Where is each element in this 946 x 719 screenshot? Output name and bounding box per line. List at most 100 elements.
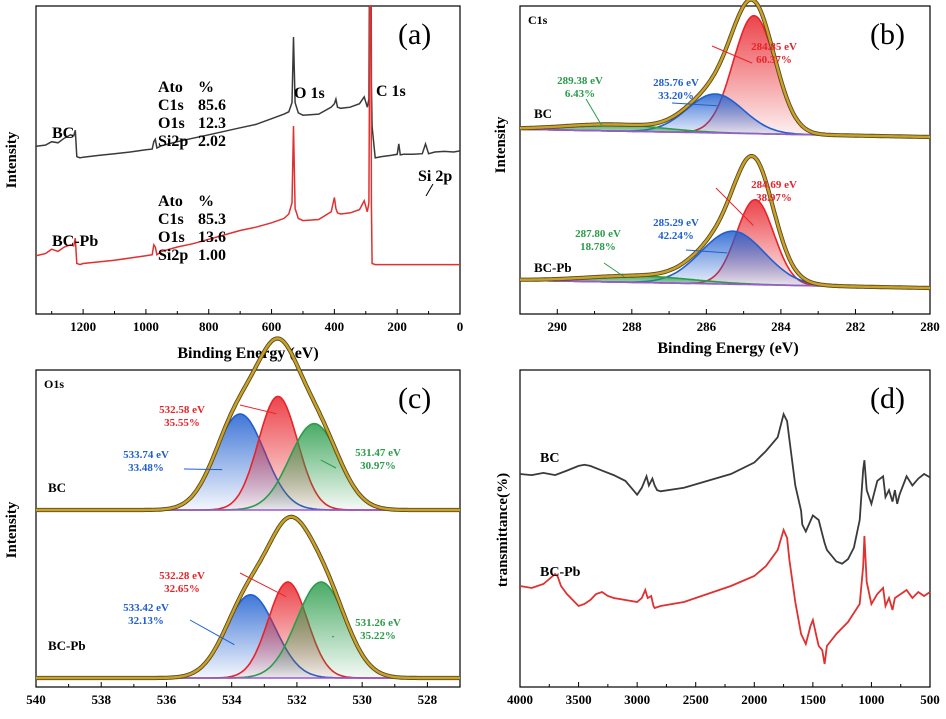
- panel-a-bc-label: BC: [52, 125, 74, 142]
- panel-b-xtick-label: 286: [697, 319, 717, 334]
- panel-a-label: (a): [398, 18, 431, 51]
- panel-c-peak-pointer: [239, 572, 287, 598]
- table-row-value: 1.00: [198, 247, 226, 264]
- panel-b-envelope: [520, 154, 930, 290]
- panel-c-corner-label: O1s: [44, 377, 64, 391]
- panel-d-ylabel: transmittance(%): [495, 473, 511, 587]
- panel-c-peak-energy: 532.28 eV: [159, 570, 205, 582]
- panel-a-c1s-label: C 1s: [376, 83, 406, 100]
- panel-d-frame: [519, 369, 931, 688]
- panel-d-xtick-label: 2500: [683, 692, 709, 707]
- panel-b-peak-pointer: [585, 98, 603, 127]
- panel-c-peak-fill: [36, 414, 460, 510]
- panel-b-xtick-label: 284: [771, 319, 791, 334]
- table-row-value: 13.6: [198, 229, 226, 246]
- table-row-element: O1s: [158, 115, 185, 132]
- panel-b-peak-energy: 284.85 eV: [751, 41, 797, 53]
- panel-b-peak-energy: 284.69 eV: [751, 179, 797, 191]
- table-row-element: Si2p: [158, 247, 188, 264]
- panel-a-series-bc: [36, 6, 460, 159]
- panel-b-xtick-label: 288: [622, 319, 642, 334]
- panel-b-peak-percent: 33.20%: [658, 90, 694, 102]
- table-row-value: 85.6: [198, 97, 226, 114]
- panel-b-label: (b): [870, 18, 905, 51]
- panel-c-xtick-label: 528: [418, 692, 438, 707]
- panel-d-series-bc: [519, 411, 931, 565]
- panel-c-peak-percent: 32.13%: [128, 615, 164, 627]
- panel-d-bc-label: BC: [540, 451, 559, 466]
- panel-d-series-bcpb: [519, 527, 931, 665]
- panel-b-xtick-label: 280: [920, 319, 940, 334]
- panel-d-label: (d): [870, 382, 905, 415]
- panel-d-xtick-label: 3500: [566, 692, 592, 707]
- panel-b-bc-label: BC: [534, 106, 552, 121]
- panel-a-frame: [35, 5, 461, 315]
- panel-b-xtick-label: 282: [846, 319, 866, 334]
- panel-c-peak-energy: 533.42 eV: [123, 602, 169, 614]
- panel-c-peak-energy: 531.47 eV: [355, 447, 401, 459]
- panel-b-peak-fill: [520, 124, 930, 137]
- panel-c-xtick-label: 540: [26, 692, 46, 707]
- si2p-pointer: [425, 183, 434, 197]
- panel-c-xtick-label: 538: [91, 692, 111, 707]
- table-row-value: 85.3: [198, 211, 226, 228]
- panel-c-frame: [35, 369, 461, 688]
- panel-b-peak-pointer: [711, 45, 753, 64]
- panel-b-frame: [519, 5, 931, 315]
- panel-b-peak-energy: 285.29 eV: [653, 217, 699, 229]
- panel-c-peak-pointer: [183, 468, 223, 471]
- panel-d-bcpb-label: BC-Pb: [540, 565, 581, 580]
- panel-c-peak-percent: 35.55%: [164, 417, 200, 429]
- panel-b-peak-pointer: [671, 102, 718, 107]
- panel-c-ylabel: Intensity: [4, 501, 20, 558]
- panel-b-peak-percent: 38.97%: [756, 192, 792, 204]
- panel-d-xtick-label: 1500: [800, 692, 826, 707]
- panel-d-xtick-label: 3000: [624, 692, 650, 707]
- panel-a-xtick-label: 0: [457, 319, 464, 334]
- panel-c-peak-percent: 30.97%: [360, 460, 396, 472]
- panel-a-series-bcpb: [36, 6, 460, 266]
- panel-c-bc-label: BC: [48, 480, 66, 495]
- table-header-value: %: [198, 193, 214, 210]
- panel-c-label: (c): [398, 382, 431, 415]
- table-header-value: %: [198, 79, 214, 96]
- panel-d: 4000 3500 3000 2500 2000 1500 1000 500 (d) tran…: [495, 369, 940, 707]
- panel-b-peak-energy: 285.76 eV: [653, 77, 699, 89]
- panel-a-xlabel: Binding Energy (eV): [177, 345, 318, 362]
- panel-c-peak-energy: 532.58 eV: [159, 404, 205, 416]
- panel-b-peak-pointer: [715, 187, 754, 226]
- panel-b-peak-percent: 18.78%: [580, 241, 616, 253]
- panel-a-xtick-label: 400: [325, 319, 345, 334]
- panel-b-bcpb-label: BC-Pb: [534, 260, 572, 275]
- panel-c-peak-fill: [36, 582, 460, 678]
- panel-b-peak-percent: 60.37%: [756, 54, 792, 66]
- panel-c-xtick-label: 532: [287, 692, 307, 707]
- panel-c-peak-percent: 32.65%: [164, 583, 200, 595]
- panel-c-xtick-label: 530: [352, 692, 372, 707]
- panel-b-peak-energy: 289.38 eV: [557, 75, 603, 87]
- panel-a-o1s-label: O 1s: [294, 85, 325, 102]
- table-header-name: Ato: [158, 79, 183, 96]
- panel-c-peak-percent: 35.22%: [360, 630, 396, 642]
- table-row-value: 2.02: [198, 133, 226, 150]
- panel-a: 1200 1000 800 600 400 200 0 (a) Binding Energy…: [4, 5, 464, 362]
- panel-a-xtick-label: 200: [387, 319, 407, 334]
- table-header-name: Ato: [158, 193, 183, 210]
- panel-b-peak-pointer: [685, 249, 728, 254]
- panel-d-xtick-label: 4000: [507, 692, 533, 707]
- panel-c-xtick-label: 534: [222, 692, 242, 707]
- panel-d-xtick-label: 1000: [858, 692, 884, 707]
- panel-b-peak-fill: [520, 231, 930, 288]
- table-row-element: C1s: [158, 97, 184, 114]
- panel-c-peak-energy: 533.74 eV: [123, 449, 169, 461]
- panel-a-xtick-label: 800: [199, 319, 219, 334]
- panel-a-xtick-label: 600: [262, 319, 282, 334]
- table-row-value: 12.3: [198, 115, 226, 132]
- panel-c-bcpb-label: BC-Pb: [48, 638, 86, 653]
- panel-c-envelope: [36, 515, 460, 680]
- panel-d-xtick-label: 2000: [741, 692, 767, 707]
- panel-c-peak-energy: 531.26 eV: [355, 617, 401, 629]
- panel-b-peak-fill: [520, 94, 930, 137]
